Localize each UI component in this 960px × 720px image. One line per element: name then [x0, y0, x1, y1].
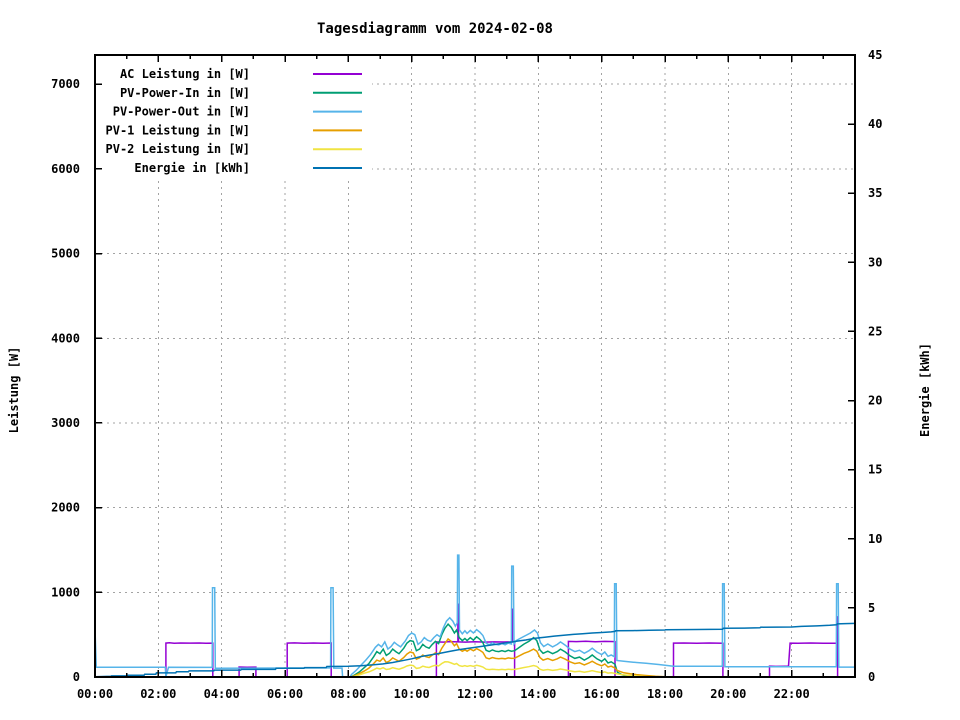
legend-label: PV-Power-In in [W] [120, 86, 250, 100]
legend-row: AC Leistung in [W] [120, 67, 362, 81]
axis-layer [94, 54, 856, 678]
y2-tick-label: 30 [868, 255, 882, 269]
y1-tick-label: 6000 [51, 162, 80, 176]
y2-tick-label: 35 [868, 186, 882, 200]
legend-label: PV-2 Leistung in [W] [106, 142, 251, 156]
y1-tick-label: 5000 [51, 247, 80, 261]
y2-axis-label: Energie [kWh] [918, 343, 932, 437]
series-line-pv-power-out-in-w [94, 554, 855, 678]
x-tick-label: 20:00 [710, 687, 746, 701]
x-tick-label: 18:00 [647, 687, 683, 701]
y2-tick-label: 20 [868, 394, 882, 408]
y1-tick-label: 1000 [51, 585, 80, 599]
y-axis-label: Leistung [W] [7, 347, 21, 434]
chart-title: Tagesdiagramm vom 2024-02-08 [317, 21, 553, 37]
x-tick-label: 22:00 [774, 687, 810, 701]
x-tick-label: 06:00 [267, 687, 303, 701]
x-tick-label: 04:00 [204, 687, 240, 701]
legend-label: Energie in [kWh] [134, 161, 250, 175]
y2-tick-label: 5 [868, 601, 875, 615]
series-line-pv-2-leistung-in-w [95, 661, 855, 678]
legend-label: PV-Power-Out in [W] [113, 105, 250, 119]
legend-label: PV-1 Leistung in [W] [106, 123, 251, 137]
series-line-pv-1-leistung-in-w [95, 637, 855, 678]
x-tick-label: 12:00 [457, 687, 493, 701]
legend-row: PV-Power-Out in [W] [113, 105, 362, 119]
legend-background [100, 62, 372, 178]
y2-tick-label: 0 [868, 670, 875, 684]
series-line-energie-in-kwh [94, 622, 856, 678]
y2-tick-label: 25 [868, 324, 882, 338]
y2-tick-label: 15 [868, 463, 882, 477]
tick-label-layer: 00:00 02:00 04:00 06:00 08:00 10:00 12:00 14:00… [51, 48, 882, 701]
y1-tick-label: 2000 [51, 501, 80, 515]
series-line-pv-power-in-in-w [95, 622, 855, 678]
x-tick-label: 10:00 [394, 687, 430, 701]
y1-tick-label: 7000 [51, 77, 80, 91]
series-layer [94, 554, 856, 678]
y1-tick-label: 0 [73, 670, 80, 684]
x-tick-label: 14:00 [520, 687, 556, 701]
x-tick-label: 02:00 [140, 687, 176, 701]
x-tick-label: 00:00 [77, 687, 113, 701]
y2-tick-label: 40 [868, 117, 882, 131]
legend-row: PV-2 Leistung in [W] [106, 142, 362, 156]
y2-tick-label: 10 [868, 532, 882, 546]
y1-tick-label: 4000 [51, 331, 80, 345]
x-tick-label: 08:00 [330, 687, 366, 701]
x-tick-label: 16:00 [584, 687, 620, 701]
legend-label: AC Leistung in [W] [120, 67, 250, 81]
y2-tick-label: 45 [868, 48, 882, 62]
legend-row: PV-1 Leistung in [W] [106, 123, 362, 137]
legend-row: PV-Power-In in [W] [120, 86, 362, 100]
legend-row: Energie in [kWh] [134, 161, 362, 175]
y1-tick-label: 3000 [51, 416, 80, 430]
chart-legend: AC Leistung in [W] PV-Power-In in [W] PV-P… [100, 62, 372, 178]
